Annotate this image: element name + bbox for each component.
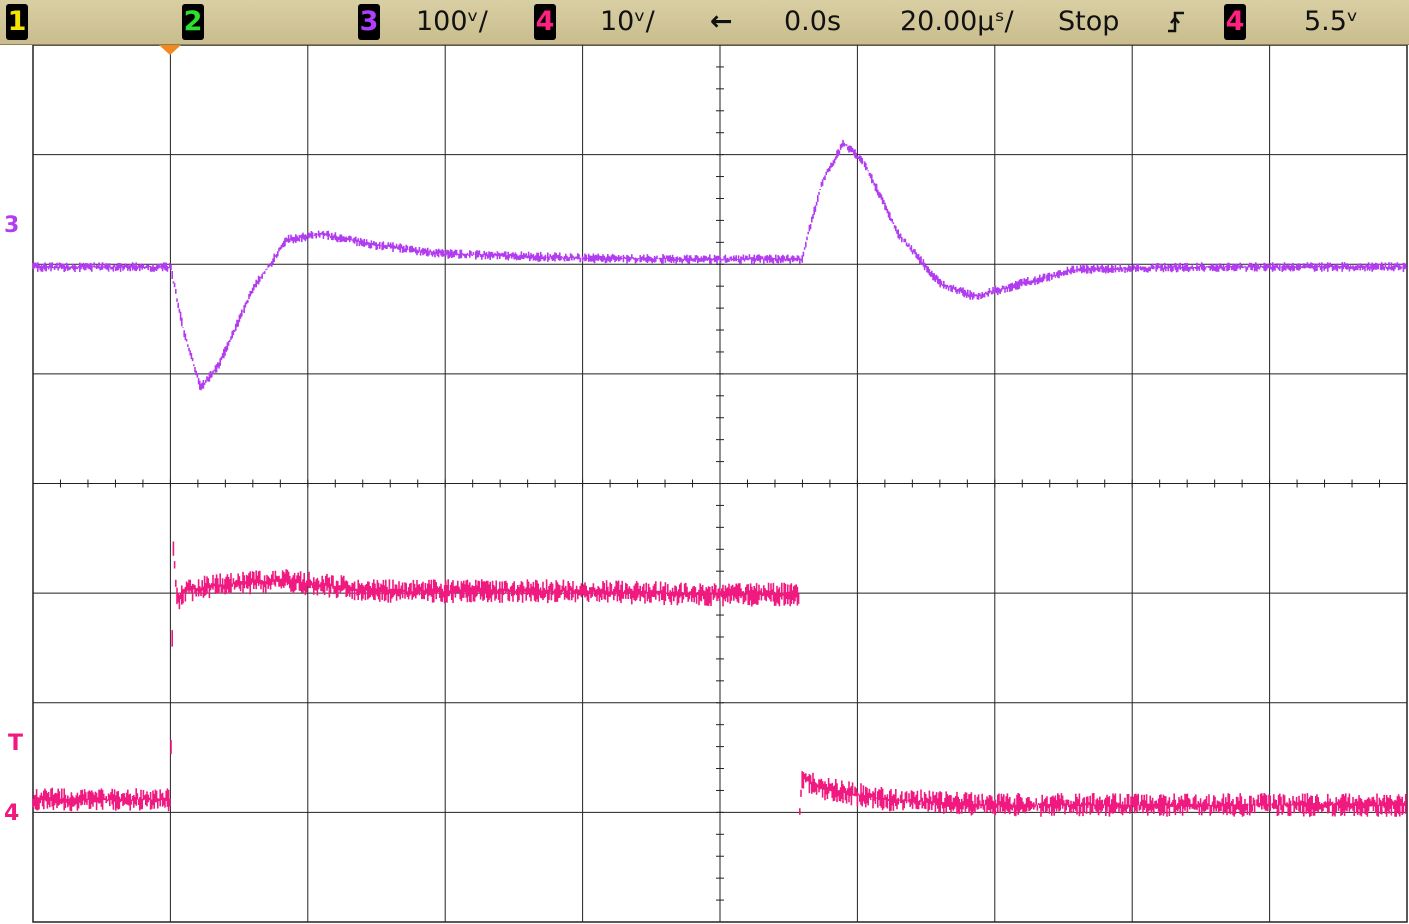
channel-2-indicator[interactable]: 2: [182, 4, 204, 40]
trigger-level-marker[interactable]: T: [8, 731, 23, 756]
waveform-plot: [0, 45, 1409, 924]
delay-value[interactable]: 0.0s: [784, 0, 841, 44]
arrow-left-icon[interactable]: ←: [710, 0, 733, 44]
channel-4-trace: [33, 542, 1406, 817]
channel-4-ground-marker[interactable]: 4: [4, 801, 19, 826]
channel-4-scale[interactable]: 10ᵛ/: [600, 0, 655, 44]
trigger-level-value[interactable]: 5.5ᵛ: [1304, 0, 1358, 44]
timebase-value[interactable]: 20.00µˢ/: [900, 0, 1014, 44]
channel-3-ground-marker[interactable]: 3: [4, 213, 19, 238]
trigger-source-indicator[interactable]: 4: [1224, 4, 1246, 40]
graticule: [33, 45, 1407, 922]
run-state[interactable]: Stop: [1058, 0, 1119, 44]
waveform-display[interactable]: 3 T 4: [0, 45, 1409, 924]
channel-1-indicator[interactable]: 1: [6, 4, 28, 40]
rising-edge-icon[interactable]: [1166, 0, 1186, 44]
channel-3-indicator[interactable]: 3: [358, 4, 380, 40]
channel-3-scale[interactable]: 100ᵛ/: [416, 0, 488, 44]
channel-4-indicator[interactable]: 4: [534, 4, 556, 40]
trigger-position-marker[interactable]: [159, 45, 181, 55]
channel-3-trace: [33, 140, 1406, 390]
status-bar: 1 2 3 100ᵛ/ 4 10ᵛ/ ← 0.0s 20.00µˢ/ Stop …: [0, 0, 1409, 45]
